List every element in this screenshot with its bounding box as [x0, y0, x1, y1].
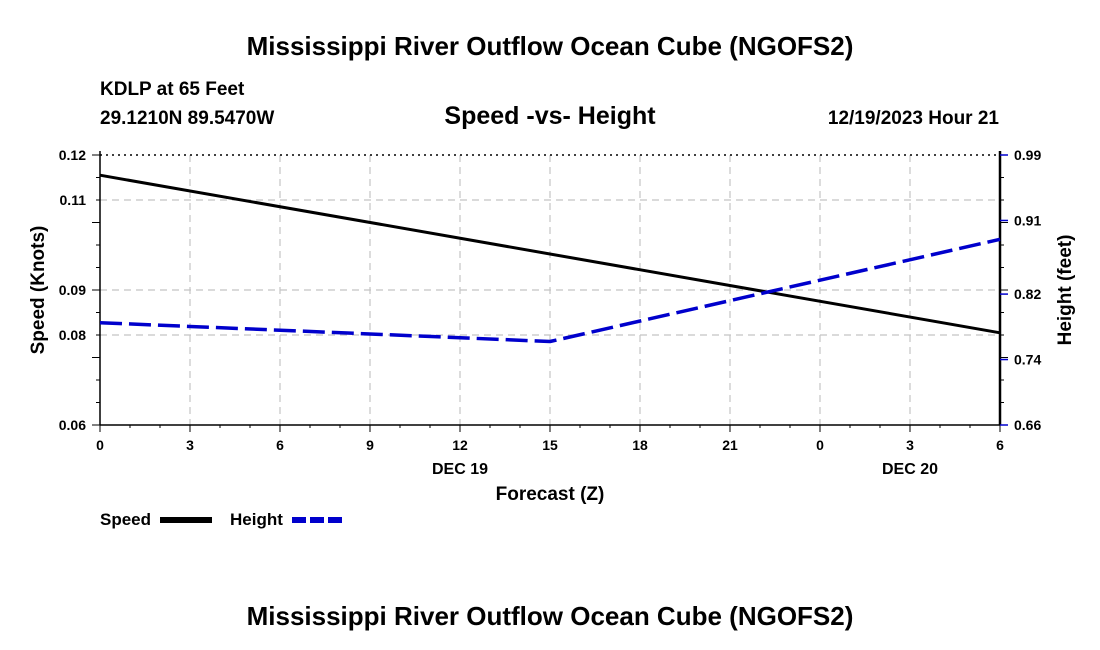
station-label: KDLP at 65 Feet — [100, 79, 245, 100]
x-tick-label: 0 — [96, 437, 104, 453]
x-tick-label: 6 — [996, 437, 1004, 453]
x-tick-label: 0 — [816, 437, 824, 453]
chart-title: Speed -vs- Height — [444, 102, 656, 130]
y-tick-label: 0.08 — [59, 327, 86, 343]
series-line-speed — [99, 173, 1001, 335]
x-tick-label: 15 — [542, 437, 558, 453]
datetime-label: 12/19/2023 Hour 21 — [828, 108, 1000, 129]
legend: Speed Height — [100, 510, 342, 529]
tick-labels: 0.06 0.08 0.09 0.11 0.12 0.66 0.74 0.82 0.91 0.99… — [59, 147, 1042, 478]
y-axis-label-height: Height (feet) — [1055, 235, 1076, 346]
grid-lines — [100, 155, 1000, 425]
series-line-height — [99, 237, 1001, 344]
x-tick-label: 9 — [366, 437, 374, 453]
axes — [92, 151, 1008, 432]
repeated-main-title: Mississippi River Outflow Ocean Cube (NG… — [247, 601, 854, 631]
y2-tick-label: 0.74 — [1014, 352, 1041, 368]
y-tick-label: 0.06 — [59, 417, 86, 433]
main-title: Mississippi River Outflow Ocean Cube (NG… — [247, 31, 854, 61]
legend-label-height: Height — [230, 510, 283, 529]
y-tick-label: 0.11 — [60, 192, 87, 208]
legend-label-speed: Speed — [100, 510, 151, 529]
y2-tick-label: 0.99 — [1014, 147, 1041, 163]
data-series — [99, 173, 1001, 344]
y2-tick-label: 0.91 — [1014, 212, 1041, 228]
x-tick-label: 3 — [906, 437, 914, 453]
y-axis-label-speed: Speed (Knots) — [28, 226, 49, 355]
x-tick-label: 21 — [722, 437, 738, 453]
x-tick-label: 18 — [632, 437, 648, 453]
x-tick-label: 6 — [276, 437, 284, 453]
y-tick-label: 0.09 — [59, 282, 86, 298]
y2-tick-label: 0.66 — [1014, 417, 1041, 433]
date-label: DEC 19 — [432, 461, 488, 478]
coordinates-label: 29.1210N 89.5470W — [100, 108, 274, 129]
date-label: DEC 20 — [882, 461, 938, 478]
x-axis-label: Forecast (Z) — [496, 484, 605, 505]
y-tick-label: 0.12 — [59, 147, 86, 163]
y2-tick-label: 0.82 — [1014, 286, 1041, 302]
x-tick-label: 12 — [452, 437, 468, 453]
x-tick-label: 3 — [186, 437, 194, 453]
